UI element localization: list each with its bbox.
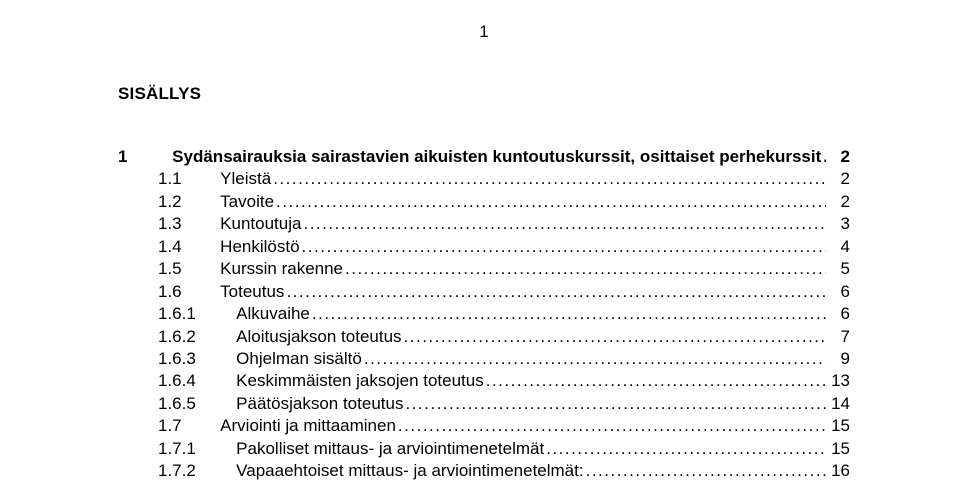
toc-heading: SISÄLLYS: [118, 84, 850, 104]
toc-entry-number: 1.6.4: [158, 370, 222, 392]
toc-entry-page: 2: [828, 168, 850, 190]
toc-entry-number: 1.5: [158, 258, 206, 280]
toc-entry-label: Henkilöstö: [220, 236, 299, 258]
toc-entry: 1.3 Kuntoutuja 3: [118, 213, 850, 235]
toc-entry-page: 3: [828, 213, 850, 235]
toc-entry: 1.4 Henkilöstö 4: [118, 236, 850, 258]
toc-entry-label: Tavoite: [220, 191, 274, 213]
toc-entry-page: 15: [828, 438, 850, 460]
toc-entry-page: 7: [828, 326, 850, 348]
toc-entry-number: 1.1: [158, 168, 206, 190]
toc-leader-dots: [398, 415, 826, 437]
toc-leader-dots: [404, 326, 826, 348]
toc-entry-page: 16: [828, 460, 850, 482]
toc-entry: 1.6.3 Ohjelman sisältö 9: [118, 348, 850, 370]
table-of-contents: 1 Sydänsairauksia sairastavien aikuisten…: [118, 146, 850, 483]
toc-entry: 1.6 Toteutus 6: [118, 281, 850, 303]
toc-entry-page: 6: [828, 303, 850, 325]
toc-entry-page: 9: [828, 348, 850, 370]
toc-entry-number: 1.7.2: [158, 460, 222, 482]
toc-entry: 1.5 Kurssin rakenne 5: [118, 258, 850, 280]
toc-entry: 1.6.2 Aloitusjakson toteutus 7: [118, 326, 850, 348]
toc-entry-label: Arviointi ja mittaaminen: [220, 415, 396, 437]
toc-entry-label: Yleistä: [220, 168, 271, 190]
toc-entry-label: Toteutus: [220, 281, 284, 303]
toc-entry-page: 5: [828, 258, 850, 280]
toc-entry-number: 1.6.3: [158, 348, 222, 370]
toc-entry-number: 1.6.5: [158, 393, 222, 415]
toc-entry-page: 6: [828, 281, 850, 303]
toc-leader-dots: [586, 460, 826, 482]
toc-entry-page: 2: [828, 146, 850, 168]
toc-entry-label: Sydänsairauksia sairastavien aikuisten k…: [172, 146, 821, 168]
toc-entry-page: 14: [828, 393, 850, 415]
toc-entry-label: Kurssin rakenne: [220, 258, 343, 280]
toc-entry-label: Päätösjakson toteutus: [236, 393, 403, 415]
toc-entry-label: Aloitusjakson toteutus: [236, 326, 401, 348]
toc-entry-number: 1.4: [158, 236, 206, 258]
toc-entry: 1.6.5 Päätösjakson toteutus 14: [118, 393, 850, 415]
document-page: 1 SISÄLLYS 1 Sydänsairauksia sairastavie…: [0, 0, 960, 501]
toc-entry-number: 1: [118, 146, 158, 168]
toc-leader-dots: [546, 438, 826, 460]
toc-entry: 1.2 Tavoite 2: [118, 191, 850, 213]
toc-entry: 1.7.1 Pakolliset mittaus- ja arviointime…: [118, 438, 850, 460]
toc-entry: 1.1 Yleistä 2: [118, 168, 850, 190]
toc-entry-page: 13: [828, 370, 850, 392]
toc-entry-label: Vapaaehtoiset mittaus- ja arviointimenet…: [236, 460, 583, 482]
toc-entry-label: Alkuvaihe: [236, 303, 310, 325]
toc-entry-label: Kuntoutuja: [220, 213, 301, 235]
toc-entry-number: 1.6.1: [158, 303, 222, 325]
toc-entry: 1.7 Arviointi ja mittaaminen 15: [118, 415, 850, 437]
toc-leader-dots: [302, 236, 826, 258]
toc-entry: 1.6.1 Alkuvaihe 6: [118, 303, 850, 325]
toc-leader-dots: [405, 393, 826, 415]
toc-entry: 1.7.2 Vapaaehtoiset mittaus- ja arvioint…: [118, 460, 850, 482]
toc-leader-dots: [345, 258, 826, 280]
toc-leader-dots: [273, 168, 826, 190]
toc-entry-label: Keskimmäisten jaksojen toteutus: [236, 370, 484, 392]
toc-entry-number: 1.6: [158, 281, 206, 303]
toc-entry-number: 1.3: [158, 213, 206, 235]
toc-entry: 1.6.4 Keskimmäisten jaksojen toteutus 13: [118, 370, 850, 392]
toc-entry-number: 1.7.1: [158, 438, 222, 460]
toc-entry-number: 1.6.2: [158, 326, 222, 348]
page-number-top: 1: [118, 22, 850, 42]
toc-leader-dots: [364, 348, 826, 370]
toc-leader-dots: [486, 370, 826, 392]
toc-entry-page: 15: [828, 415, 850, 437]
toc-entry-page: 4: [828, 236, 850, 258]
toc-entry: 1 Sydänsairauksia sairastavien aikuisten…: [118, 146, 850, 168]
toc-entry-label: Ohjelman sisältö: [236, 348, 362, 370]
toc-entry-label: Pakolliset mittaus- ja arviointimenetelm…: [236, 438, 544, 460]
toc-leader-dots: [286, 281, 826, 303]
toc-leader-dots: [276, 191, 826, 213]
toc-entry-page: 2: [828, 191, 850, 213]
toc-entry-number: 1.2: [158, 191, 206, 213]
toc-leader-dots: [303, 213, 826, 235]
toc-leader-dots: [312, 303, 826, 325]
toc-entry-number: 1.7: [158, 415, 206, 437]
toc-leader-dots: [823, 146, 826, 168]
